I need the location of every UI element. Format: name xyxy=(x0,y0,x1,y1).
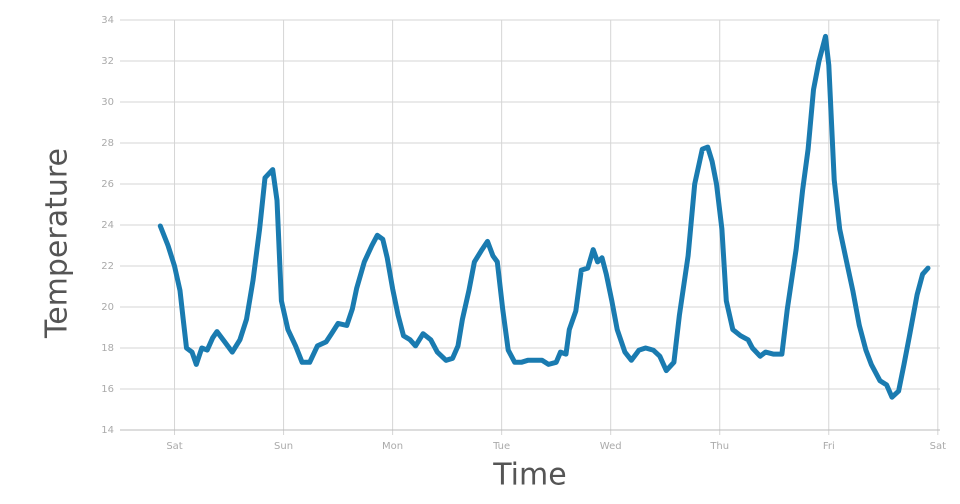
x-axis-label: Time xyxy=(492,458,566,493)
y-axis-label: Temperature xyxy=(40,148,75,339)
x-tick-label: Mon xyxy=(382,441,403,452)
y-tick-label: 20 xyxy=(101,302,114,313)
y-tick-label: 24 xyxy=(101,220,114,231)
x-tick-label: Tue xyxy=(492,441,510,452)
y-tick-label: 14 xyxy=(101,425,114,436)
y-tick-label: 18 xyxy=(101,343,114,354)
y-tick-label: 30 xyxy=(101,97,114,108)
x-tick-label: Fri xyxy=(823,441,835,452)
y-tick-label: 32 xyxy=(101,56,114,67)
y-tick-label: 22 xyxy=(101,261,114,272)
line xyxy=(157,33,931,400)
x-tick-label: Thu xyxy=(709,441,729,452)
y-tick-label: 16 xyxy=(101,384,114,395)
y-tick-label: 26 xyxy=(101,179,114,190)
y-tick-label: 34 xyxy=(101,15,114,26)
y-tick-label: 28 xyxy=(101,138,114,149)
x-tick-label: Sat xyxy=(166,441,182,452)
x-tick-label: Sun xyxy=(274,441,293,452)
x-tick-label: Sat xyxy=(930,441,946,452)
x-tick-label: Wed xyxy=(600,441,622,452)
